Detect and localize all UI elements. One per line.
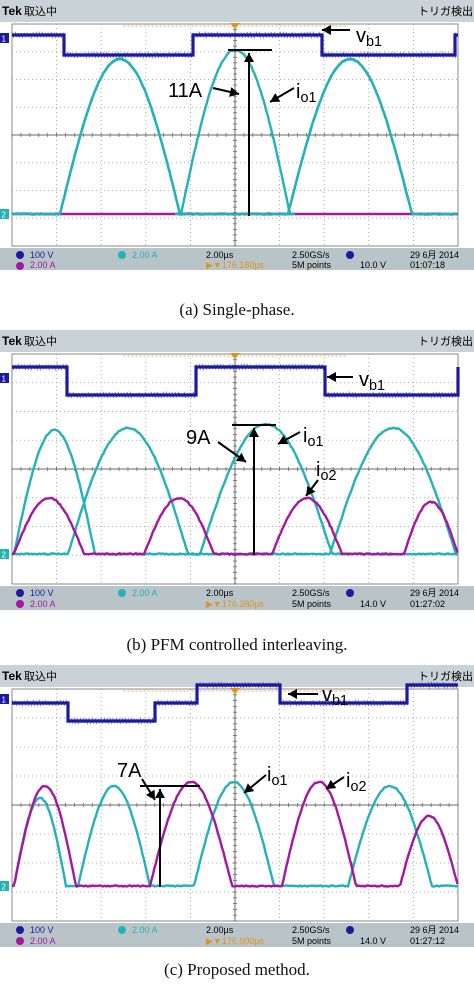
brand-label: Tek xyxy=(2,669,22,683)
sample-rate: 2.50GS/s xyxy=(292,250,330,260)
date: 29 6月 2014 xyxy=(410,925,459,935)
mode-label: 取込中 xyxy=(24,335,57,348)
ch3-scale: 2.00 A xyxy=(30,936,56,946)
record-length: 5M points xyxy=(292,260,332,270)
trigger-status-label: トリガ検出 xyxy=(418,669,473,683)
ch2-badge-icon xyxy=(118,589,126,597)
caption: (c) Proposed method. xyxy=(0,960,474,980)
sample-rate: 2.50GS/s xyxy=(292,925,330,935)
caption: (a) Single-phase. xyxy=(0,300,474,320)
ch3-badge-icon xyxy=(16,600,24,608)
ch2-scale: 2.00 A xyxy=(132,588,158,598)
trigger-level: 14.0 V xyxy=(360,936,386,946)
oscilloscope-screen-c: Tek 取込中 トリガ検出 100 V 2.00 A 2.00 A 2.00µs… xyxy=(0,665,474,947)
trigger-source-icon xyxy=(346,926,354,934)
ch2-badge-icon xyxy=(118,926,126,934)
trigger-level: 14.0 V xyxy=(360,599,386,609)
trigger-source-icon xyxy=(346,589,354,597)
date: 29 6月 2014 xyxy=(410,250,459,260)
ch2-scale: 2.00 A xyxy=(132,925,158,935)
ch3-badge-icon xyxy=(16,262,24,270)
time: 01:27:02 xyxy=(410,599,445,609)
date: 29 6月 2014 xyxy=(410,588,459,598)
delay: ▶▼176.380µs xyxy=(206,599,265,609)
channel-1-marker-label: 1 xyxy=(2,35,7,44)
sample-rate: 2.50GS/s xyxy=(292,588,330,598)
oscilloscope-screen-a: Tek 取込中 トリガ検出 100 V 2.00 A 2.00 A 2.00µs… xyxy=(0,0,474,270)
top-bar xyxy=(0,0,474,22)
ch3-badge-icon xyxy=(16,937,24,945)
panel-proposed-method: Tek 取込中 トリガ検出 100 V 2.00 A 2.00 A 2.00µs… xyxy=(0,665,474,987)
trigger-status-label: トリガ検出 xyxy=(418,334,473,348)
time: 01:27:12 xyxy=(410,936,445,946)
timebase: 2.00µs xyxy=(206,925,234,935)
delay: ▶▼176.180µs xyxy=(206,260,265,270)
panel-pfm-interleaving: Tek 取込中 トリガ検出 100 V 2.00 A 2.00 A 2.00µs… xyxy=(0,330,474,665)
ch3-scale: 2.00 A xyxy=(30,260,56,270)
channel-2-marker-label: 2 xyxy=(2,551,7,560)
peak-label: 9A xyxy=(186,427,211,449)
mode-label: 取込中 xyxy=(24,5,57,18)
brand-label: Tek xyxy=(2,4,22,18)
mode-label: 取込中 xyxy=(24,670,57,683)
channel-1-marker-label: 1 xyxy=(2,375,7,384)
peak-label: 7A xyxy=(117,760,142,782)
trigger-level: 10.0 V xyxy=(360,260,386,270)
timebase: 2.00µs xyxy=(206,588,234,598)
brand-label: Tek xyxy=(2,334,22,348)
delay: ▶▼176.000µs xyxy=(206,936,265,946)
channel-2-marker-label: 2 xyxy=(2,883,7,892)
ch1-badge-icon xyxy=(16,589,24,597)
oscilloscope-screen-b: Tek 取込中 トリガ検出 100 V 2.00 A 2.00 A 2.00µs… xyxy=(0,330,474,610)
caption: (b) PFM controlled interleaving. xyxy=(0,635,474,655)
channel-1-marker-label: 1 xyxy=(2,696,7,705)
screen-bg xyxy=(0,330,474,610)
ch1-scale: 100 V xyxy=(30,250,54,260)
channel-2-marker-label: 2 xyxy=(2,211,7,220)
ch1-badge-icon xyxy=(16,926,24,934)
ch1-scale: 100 V xyxy=(30,588,54,598)
record-length: 5M points xyxy=(292,599,332,609)
ch3-scale: 2.00 A xyxy=(30,599,56,609)
peak-label: 11A xyxy=(168,80,203,102)
ch1-badge-icon xyxy=(16,251,24,259)
ch2-badge-icon xyxy=(118,251,126,259)
screen-bg xyxy=(0,665,474,947)
trigger-source-icon xyxy=(346,251,354,259)
record-length: 5M points xyxy=(292,936,332,946)
top-bar xyxy=(0,330,474,352)
timebase: 2.00µs xyxy=(206,250,234,260)
panel-single-phase: Tek 取込中 トリガ検出 100 V 2.00 A 2.00 A 2.00µs… xyxy=(0,0,474,330)
time: 01:07:18 xyxy=(410,260,445,270)
trigger-status-label: トリガ検出 xyxy=(418,4,473,18)
ch2-scale: 2.00 A xyxy=(132,250,158,260)
ch1-scale: 100 V xyxy=(30,925,54,935)
